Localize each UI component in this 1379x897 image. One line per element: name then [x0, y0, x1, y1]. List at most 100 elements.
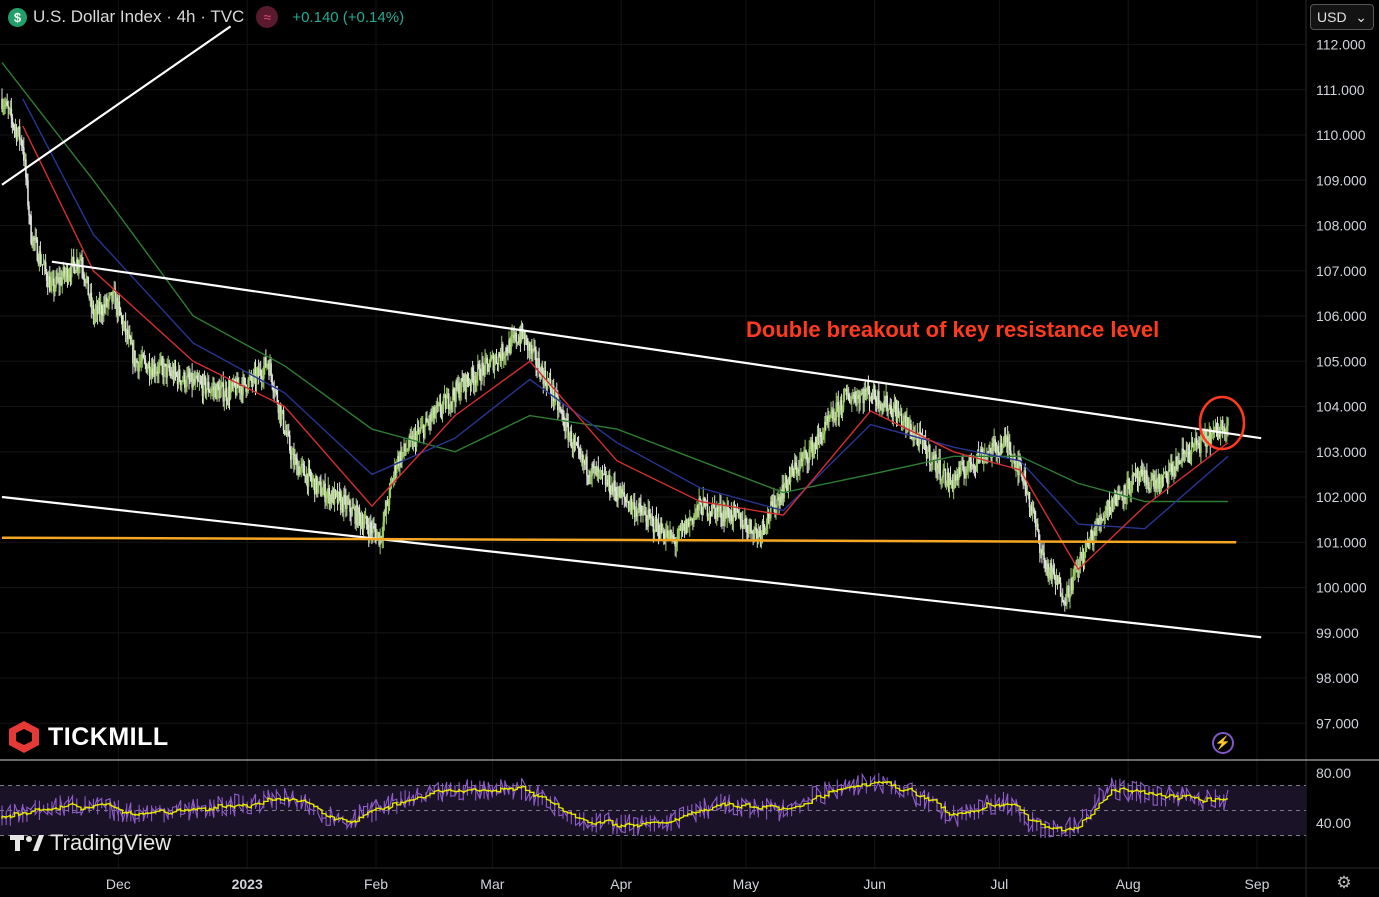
candle-body [762, 521, 765, 527]
ema-mid-line [22, 98, 1229, 530]
symbol-title[interactable]: U.S. Dollar Index · 4h · TVC [33, 7, 245, 26]
candle-body [759, 531, 762, 540]
candle-body [802, 456, 804, 462]
candle-body [35, 237, 38, 240]
candle-body [864, 388, 867, 397]
chevron-down-icon: ⌄ [1355, 8, 1367, 25]
candle-body [666, 530, 668, 534]
candle-body [63, 267, 66, 277]
candle-body [813, 444, 816, 448]
candle-body [501, 344, 504, 359]
candle-body [1094, 531, 1096, 536]
candle-body [101, 314, 104, 316]
wave-icon[interactable]: ≈ [256, 6, 279, 28]
candle-body [576, 445, 579, 447]
candle-body [1187, 452, 1190, 454]
candle-body [376, 534, 378, 541]
candle-body [599, 470, 602, 472]
settings-gear-icon[interactable]: ⚙ [1336, 873, 1352, 892]
candle-body [1014, 456, 1016, 469]
candle-body [328, 487, 331, 505]
candle-body [128, 334, 131, 338]
candle-body [732, 505, 735, 522]
candle-body [918, 431, 921, 447]
candle-body [1111, 500, 1114, 503]
candle-body [431, 415, 433, 421]
candle-body [28, 205, 30, 216]
candle-body [349, 500, 351, 512]
price-tick-label: 111.000 [1316, 82, 1365, 98]
candle-body [167, 364, 170, 366]
candle-body [33, 237, 36, 241]
candle-body [193, 379, 195, 384]
candle-body [679, 528, 682, 531]
candle-body [1057, 577, 1060, 585]
candle-body [351, 506, 353, 516]
candle-body [937, 464, 939, 469]
candle-body [834, 418, 837, 421]
candle-body [1189, 454, 1192, 459]
candle-body [371, 528, 373, 534]
candle-body [574, 443, 577, 445]
candle-body [735, 508, 738, 512]
candle-body [682, 523, 685, 529]
candle-body [688, 518, 691, 526]
key-support-line [1, 536, 1237, 544]
candle-body [282, 410, 285, 431]
candle-body [506, 347, 508, 352]
candle-body [188, 373, 190, 380]
candle-body [199, 381, 202, 383]
candle-body [953, 474, 956, 482]
candle-body [465, 375, 468, 393]
candle-body [447, 393, 450, 410]
candle-body [334, 489, 337, 493]
candle-body [580, 454, 583, 459]
candle-body [714, 508, 717, 519]
candle-body [319, 481, 321, 483]
candle-body [597, 467, 600, 472]
candle-body [1049, 563, 1052, 571]
candle-body [527, 343, 530, 351]
candle-body [487, 363, 490, 372]
candle-body [141, 354, 144, 361]
candle-body [428, 421, 430, 425]
candle-body [1164, 471, 1167, 473]
candle-body [72, 256, 75, 264]
candle-body [925, 450, 928, 459]
candle-body [481, 362, 483, 382]
candle-body [518, 336, 521, 344]
candle-body [1067, 585, 1069, 587]
currency-select[interactable]: USD ⌄ [1310, 4, 1374, 30]
candle-body [248, 377, 251, 380]
candle-body [867, 386, 870, 391]
candle-body [608, 475, 611, 494]
candle-body [661, 531, 664, 533]
candle-body [294, 458, 296, 466]
candle-body [30, 215, 32, 244]
time-tick-label: Sep [1245, 876, 1270, 892]
candle-body [678, 528, 681, 530]
time-tick-label: Dec [106, 876, 131, 892]
candle-body [150, 368, 153, 376]
candle-body [45, 271, 48, 281]
candle-body [725, 510, 727, 518]
candle-body [1056, 577, 1059, 585]
candle-body [240, 387, 242, 393]
candle-body [1099, 516, 1101, 526]
candle-body [550, 390, 553, 398]
candle-body [464, 374, 467, 393]
price-tick-label: 105.000 [1316, 353, 1367, 369]
candle-body [1100, 516, 1102, 522]
candle-body [410, 436, 413, 438]
candle-body [459, 392, 461, 398]
candle-body [593, 467, 595, 469]
candle-body [603, 473, 606, 475]
candle-body [352, 506, 354, 509]
candle-body [968, 454, 971, 463]
candle-body [729, 510, 732, 522]
lightning-icon[interactable]: ⚡ [1212, 732, 1234, 754]
candle-body [520, 324, 523, 342]
candle-body [833, 418, 835, 420]
